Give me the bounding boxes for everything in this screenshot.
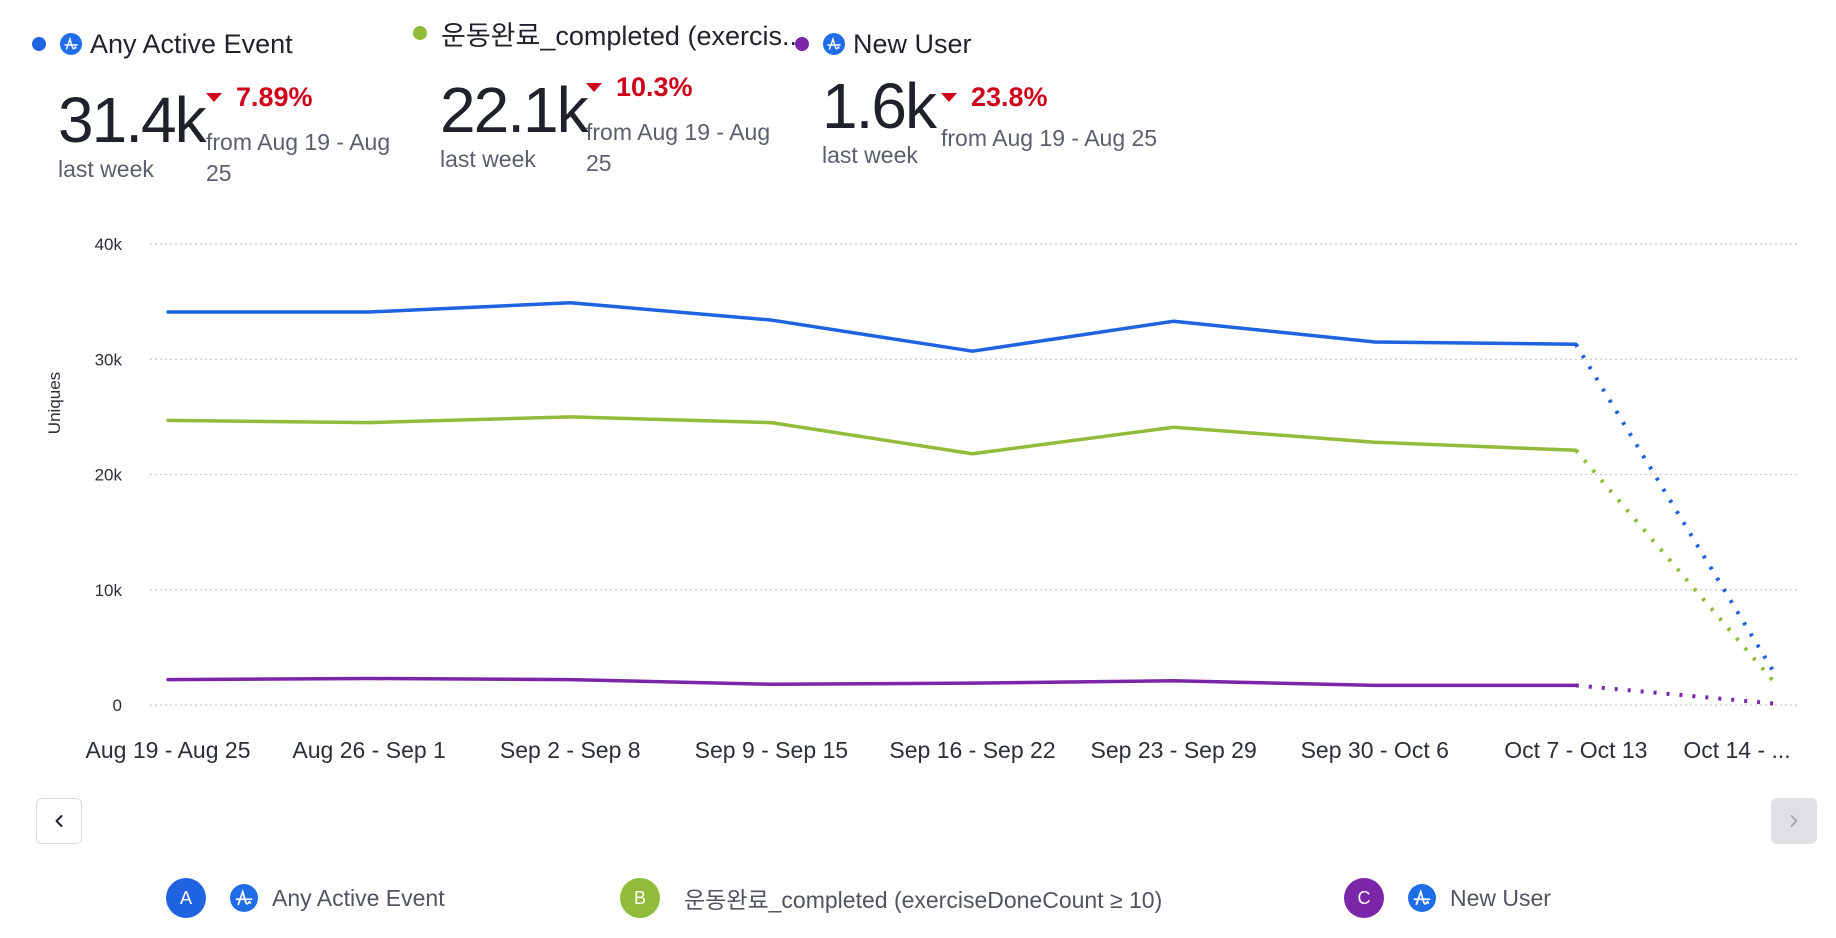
down-triangle-icon <box>206 93 222 102</box>
series-c-name: New User <box>853 28 972 59</box>
series-a-value: 31.4k <box>58 84 207 156</box>
data-point-c[interactable] <box>1771 698 1783 710</box>
y-axis-title: Uniques <box>45 372 64 434</box>
data-point-b[interactable] <box>1771 679 1783 691</box>
down-triangle-icon <box>941 93 957 102</box>
x-tick-label: Oct 14 - ... <box>1683 737 1790 763</box>
series-line-b[interactable] <box>166 415 1578 456</box>
series-a-stat: 31.4k last week <box>58 84 207 183</box>
series-projection-c[interactable] <box>1575 683 1778 706</box>
y-tick-label: 30k <box>95 350 123 369</box>
series-b-name: 운동완료_completed (exercis... <box>441 20 805 51</box>
legend-item-a-label: Any Active Event <box>272 884 445 911</box>
y-tick-label: 40k <box>95 235 123 254</box>
data-point-b[interactable] <box>967 448 979 460</box>
series-c-color-dot <box>795 37 809 51</box>
down-triangle-icon <box>586 83 602 92</box>
legend-item-b[interactable]: B 운동완료_completed (exerciseDoneCount ≥ 10… <box>620 878 1162 918</box>
y-tick-label: 0 <box>113 696 122 715</box>
data-point-b[interactable] <box>1168 421 1180 433</box>
data-point-a[interactable] <box>564 297 576 309</box>
data-point-a[interactable] <box>363 306 375 318</box>
series-letter-badge: A <box>166 878 206 918</box>
legend-item-b-label: 운동완료_completed (exerciseDoneCount ≥ 10) <box>684 887 1163 913</box>
series-line-a[interactable] <box>166 301 1578 353</box>
gridlines <box>150 243 1798 706</box>
legend-item-c-label: New User <box>1450 884 1551 911</box>
chevron-right-icon <box>1790 815 1798 827</box>
data-point-b[interactable] <box>162 414 174 426</box>
data-point-a[interactable] <box>162 306 174 318</box>
series-header-c[interactable]: New User <box>795 24 972 64</box>
series-c-delta-percent: 23.8% <box>971 82 1048 112</box>
series-b-color-dot <box>413 26 427 40</box>
series-a-name: Any Active Event <box>90 28 293 59</box>
amplitude-event-icon <box>823 33 845 55</box>
series-projection-a[interactable] <box>1574 343 1779 679</box>
x-tick-label: Sep 16 - Sep 22 <box>889 737 1055 763</box>
data-point-b[interactable] <box>564 411 576 423</box>
series-line-c[interactable] <box>166 676 1578 688</box>
x-tick-label: Oct 7 - Oct 13 <box>1504 737 1647 763</box>
series-c-period: last week <box>822 142 918 168</box>
series-c-delta: 23.8% from Aug 19 - Aug 25 <box>941 82 1181 154</box>
series-a-delta-from: from Aug 19 - Aug 25 <box>206 129 391 186</box>
x-tick-label: Sep 30 - Oct 6 <box>1301 737 1449 763</box>
series-header-a[interactable]: Any Active Event <box>32 24 293 64</box>
series-c-delta-from: from Aug 19 - Aug 25 <box>941 125 1158 151</box>
series-c-value: 1.6k <box>822 70 937 142</box>
next-page-button[interactable] <box>1771 798 1817 844</box>
data-point-b[interactable] <box>1570 444 1582 456</box>
series-lines <box>162 297 1783 710</box>
y-axis-ticks: 0 10k 20k 30k 40k <box>95 235 123 715</box>
series-a-delta-percent: 7.89% <box>236 82 313 112</box>
chevron-left-icon <box>55 815 63 827</box>
y-tick-label: 10k <box>95 581 123 600</box>
data-point-a[interactable] <box>765 314 777 326</box>
amplitude-event-icon <box>230 884 258 912</box>
amplitude-event-icon <box>60 33 82 55</box>
data-point-c[interactable] <box>967 677 979 689</box>
legend-item-a[interactable]: A Any Active Event <box>166 878 445 918</box>
data-point-c[interactable] <box>363 672 375 684</box>
data-point-a[interactable] <box>967 345 979 357</box>
data-point-a[interactable] <box>1168 315 1180 327</box>
data-point-c[interactable] <box>564 674 576 686</box>
x-tick-label: Sep 2 - Sep 8 <box>500 737 641 763</box>
x-tick-label: Aug 19 - Aug 25 <box>86 737 251 763</box>
series-projection-b[interactable] <box>1574 448 1779 687</box>
data-point-c[interactable] <box>765 678 777 690</box>
previous-page-button[interactable] <box>36 798 82 844</box>
series-b-stat: 22.1k last week <box>440 74 589 173</box>
series-b-delta-percent: 10.3% <box>616 72 693 102</box>
data-point-a[interactable] <box>1369 336 1381 348</box>
data-point-c[interactable] <box>1570 679 1582 691</box>
series-a-delta: 7.89% from Aug 19 - Aug 25 <box>206 82 406 189</box>
series-letter-badge: C <box>1344 878 1384 918</box>
x-axis-ticks: Aug 19 - Aug 25 Aug 26 - Sep 1 Sep 2 - Sep… <box>86 737 1791 763</box>
data-point-c[interactable] <box>162 674 174 686</box>
data-point-a[interactable] <box>1570 338 1582 350</box>
legend-item-c[interactable]: C New User <box>1344 878 1551 918</box>
series-c-stat: 1.6k last week <box>822 70 937 169</box>
x-tick-label: Aug 26 - Sep 1 <box>292 737 445 763</box>
data-point-b[interactable] <box>765 417 777 429</box>
y-tick-label: 20k <box>95 466 123 485</box>
series-b-delta-from: from Aug 19 - Aug 25 <box>586 119 771 176</box>
data-point-b[interactable] <box>363 417 375 429</box>
series-a-period: last week <box>58 156 154 182</box>
data-point-b[interactable] <box>1369 436 1381 448</box>
data-point-c[interactable] <box>1168 675 1180 687</box>
series-a-color-dot <box>32 37 46 51</box>
series-b-period: last week <box>440 146 536 172</box>
data-point-c[interactable] <box>1369 679 1381 691</box>
series-b-delta: 10.3% from Aug 19 - Aug 25 <box>586 72 786 179</box>
x-tick-label: Sep 23 - Sep 29 <box>1091 737 1257 763</box>
amplitude-event-icon <box>1408 884 1436 912</box>
series-b-value: 22.1k <box>440 74 589 146</box>
series-letter-badge: B <box>620 878 660 918</box>
series-header-b[interactable]: 운동완료_completed (exercis... <box>413 13 804 53</box>
x-tick-label: Sep 9 - Sep 15 <box>695 737 848 763</box>
